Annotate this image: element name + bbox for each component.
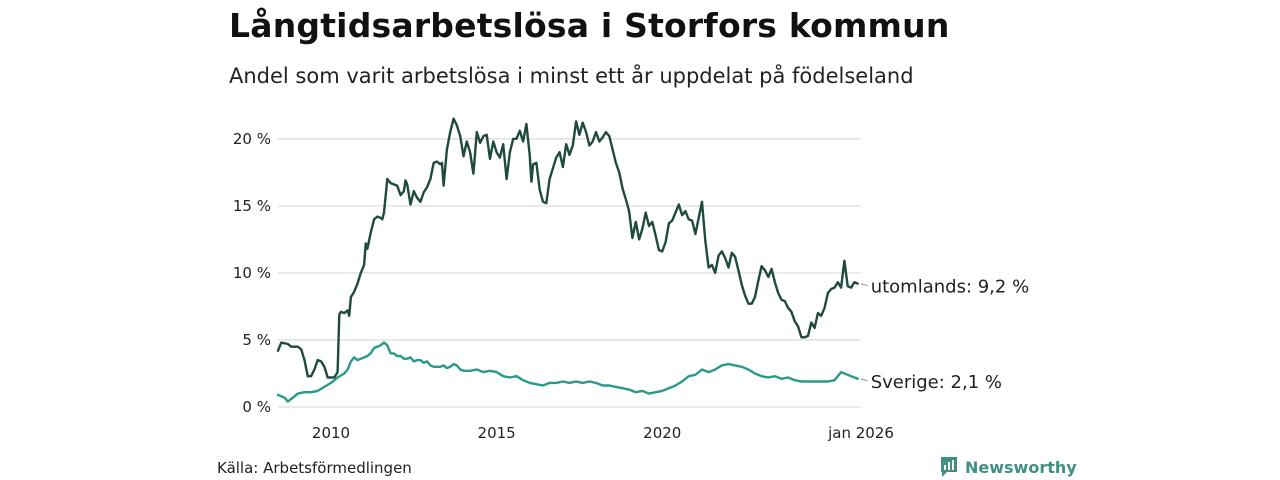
brand-logo: Newsworthy <box>939 456 1077 478</box>
source-note: Källa: Arbetsförmedlingen <box>217 459 412 477</box>
series-end-labels: utomlands: 9,2 % Sverige: 2,1 % <box>860 277 1030 393</box>
gridlines <box>278 138 861 408</box>
series-lines <box>276 117 859 403</box>
y-axis: 0 % 5 % 10 % 15 % 20 % <box>233 130 271 416</box>
x-axis: 2010 2015 2020 jan 2026 <box>312 424 894 442</box>
y-tick-label: 10 % <box>233 264 271 282</box>
chart-subtitle: Andel som varit arbetslösa i minst ett å… <box>229 64 914 88</box>
x-tick-label: 2020 <box>643 424 681 442</box>
x-tick-label: 2015 <box>478 424 516 442</box>
chart-title: Långtidsarbetslösa i Storfors kommun <box>229 6 950 45</box>
y-tick-label: 0 % <box>242 398 271 416</box>
end-label-utomlands: utomlands: 9,2 % <box>871 277 1030 298</box>
x-tick-label: jan 2026 <box>827 424 894 442</box>
end-label-leader <box>860 378 868 382</box>
brand-name: Newsworthy <box>965 457 1077 477</box>
end-label-sverige: Sverige: 2,1 % <box>871 372 1002 393</box>
series-line-sverige <box>276 341 859 403</box>
x-tick-label: 2010 <box>312 424 350 442</box>
newsworthy-logo-icon <box>941 457 957 477</box>
y-tick-label: 15 % <box>233 197 271 215</box>
series-line-utomlands <box>276 117 859 379</box>
y-tick-label: 5 % <box>242 331 271 349</box>
y-tick-label: 20 % <box>233 130 271 148</box>
end-label-leader <box>860 283 868 287</box>
